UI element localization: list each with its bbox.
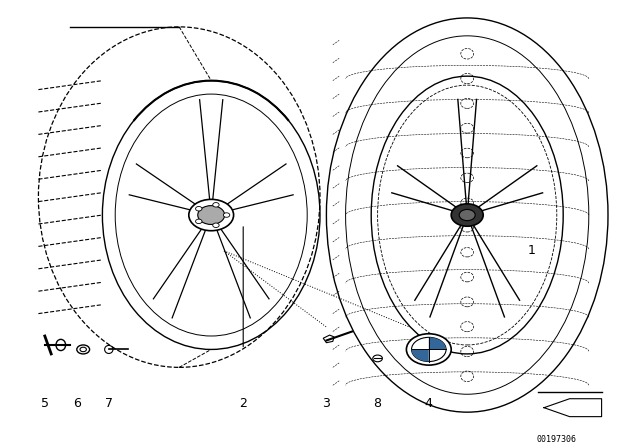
Circle shape [189,199,234,231]
Circle shape [406,334,451,365]
Text: 00197306: 00197306 [537,435,577,444]
Wedge shape [429,337,446,349]
Text: 2: 2 [239,396,247,410]
Ellipse shape [56,340,65,350]
Circle shape [460,210,476,221]
Text: 7: 7 [105,396,113,410]
Circle shape [198,206,225,224]
Polygon shape [544,399,602,417]
Circle shape [212,223,219,228]
Wedge shape [412,349,429,362]
Polygon shape [323,335,334,343]
Circle shape [451,204,483,226]
Circle shape [212,202,219,207]
Text: 3: 3 [323,396,330,410]
Circle shape [196,219,202,224]
Ellipse shape [77,345,90,354]
Text: 5: 5 [41,396,49,410]
Text: 6: 6 [73,396,81,410]
Circle shape [223,213,230,217]
Circle shape [196,207,202,211]
Text: 4: 4 [425,396,433,410]
Ellipse shape [105,345,113,353]
Text: 8: 8 [374,396,381,410]
Text: 1: 1 [527,244,535,258]
